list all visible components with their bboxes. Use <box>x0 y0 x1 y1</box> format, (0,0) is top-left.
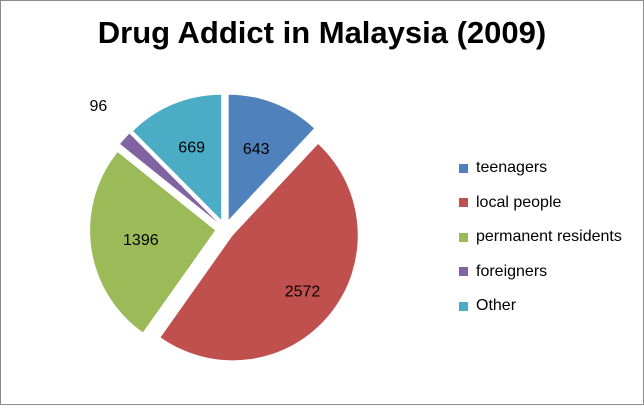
data-label-local-people: 2572 <box>285 283 321 300</box>
chart-title: Drug Addict in Malaysia (2009) <box>97 15 547 50</box>
legend-label-permanent-residents: permanent residents <box>476 228 622 246</box>
legend-swatch-local-people <box>459 198 468 208</box>
legend-item-local-people: local people <box>459 186 622 221</box>
legend-item-teenagers: teenagers <box>459 151 622 186</box>
data-label-other: 669 <box>178 139 205 156</box>
legend-label-teenagers: teenagers <box>476 159 548 177</box>
legend-swatch-teenagers <box>459 163 468 173</box>
data-label-permanent-residents: 1396 <box>123 232 159 249</box>
legend-item-permanent-residents: permanent residents <box>459 220 622 255</box>
chart-legend: teenagers local people permanent residents… <box>459 151 622 324</box>
legend-label-local-people: local people <box>476 193 562 211</box>
legend-swatch-other <box>459 301 468 311</box>
data-label-foreigners: 96 <box>89 98 107 115</box>
pie-slice-local-people <box>160 143 358 361</box>
data-label-teenagers: 643 <box>243 141 270 158</box>
legend-label-foreigners: foreigners <box>476 262 548 280</box>
legend-swatch-permanent-residents <box>459 232 468 242</box>
pie-slice-other <box>133 94 222 220</box>
pie-slice-permanent-residents <box>90 152 216 333</box>
pie-slice-foreigners <box>120 133 218 223</box>
legend-item-foreigners: foreigners <box>459 255 622 290</box>
legend-label-other: Other <box>476 297 517 315</box>
legend-item-other: Other <box>459 289 622 324</box>
legend-swatch-foreigners <box>459 267 468 277</box>
pie-slice-teenagers <box>228 94 315 220</box>
